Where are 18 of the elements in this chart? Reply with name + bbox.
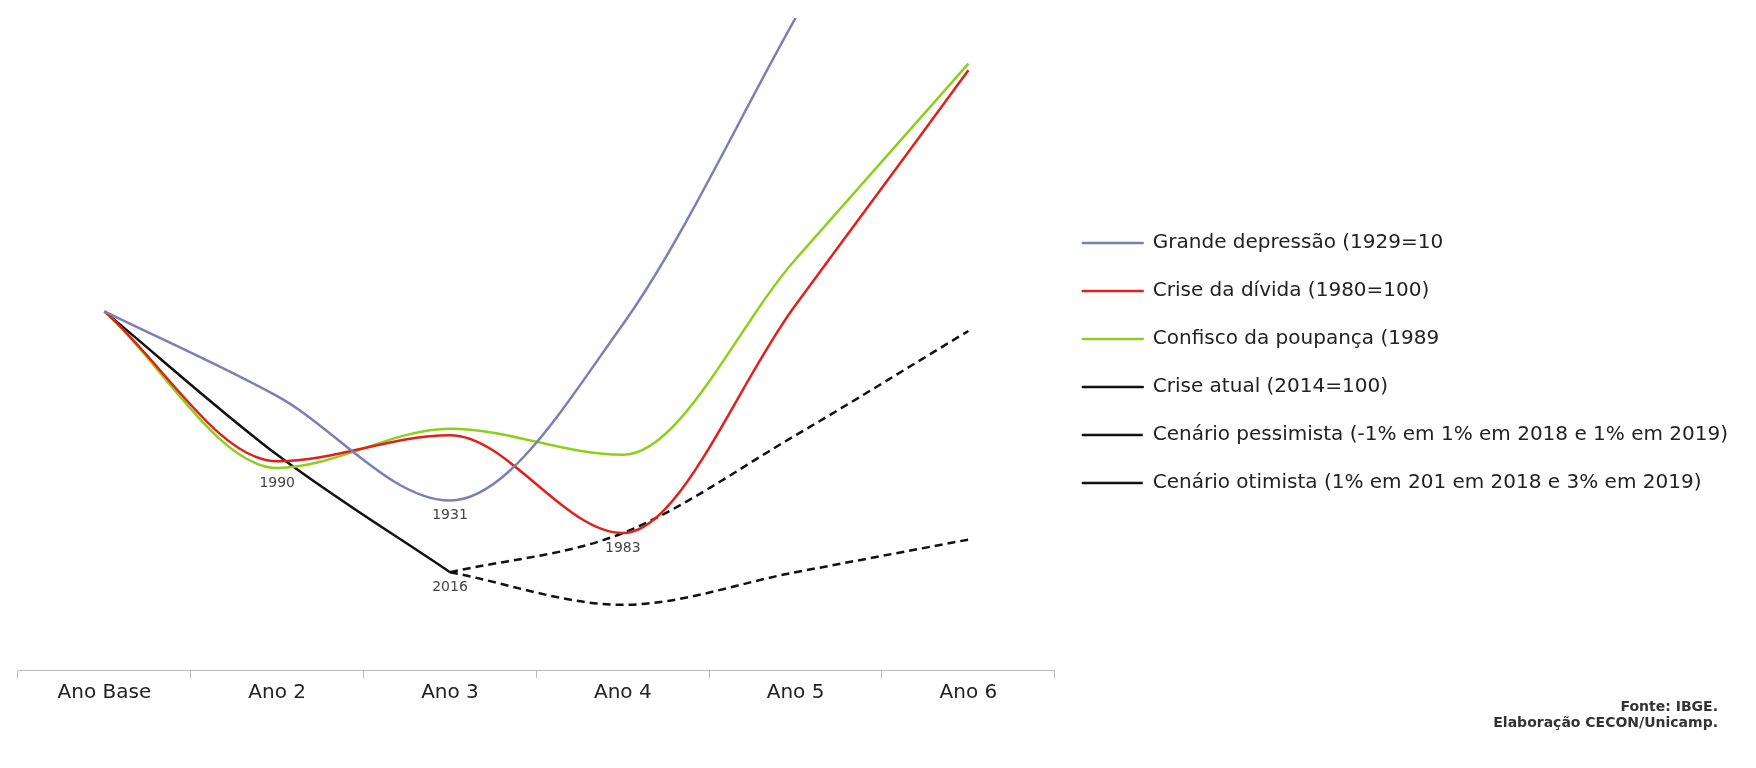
x-tick-label: Ano 2 xyxy=(248,679,307,704)
legend-label: Crise atual (2014=100) xyxy=(1152,373,1388,398)
source-note: Fonte: IBGE. xyxy=(1619,698,1718,714)
annotation: 1983 xyxy=(604,538,641,555)
legend-label: Confisco da poupança (1989 xyxy=(1152,325,1440,350)
legend-label: Cenário pessimista (-1% em 1% em 2018 e 1% em 2019) xyxy=(1152,421,1728,446)
annotation: 2016 xyxy=(432,577,468,594)
legend-label: Crise da dívida (1980=100) xyxy=(1152,277,1430,302)
annotation: 1931 xyxy=(432,506,468,523)
legend-label: Cenário otimista (1% em 201 em 2018 e 3% em 2019) xyxy=(1152,469,1702,494)
legend-label: Grande depressão (1929=10 xyxy=(1152,229,1444,254)
x-tick-label: Ano 5 xyxy=(766,679,825,704)
x-tick-label: Ano 6 xyxy=(939,679,998,704)
annotation: 1990 xyxy=(259,473,296,490)
x-tick-label: Ano 3 xyxy=(421,679,479,704)
text: Elaboração CECON/Unicamp. xyxy=(1493,714,1718,730)
x-tick-label: Ano 4 xyxy=(593,679,652,704)
x-tick-label: Ano Base xyxy=(57,679,152,704)
